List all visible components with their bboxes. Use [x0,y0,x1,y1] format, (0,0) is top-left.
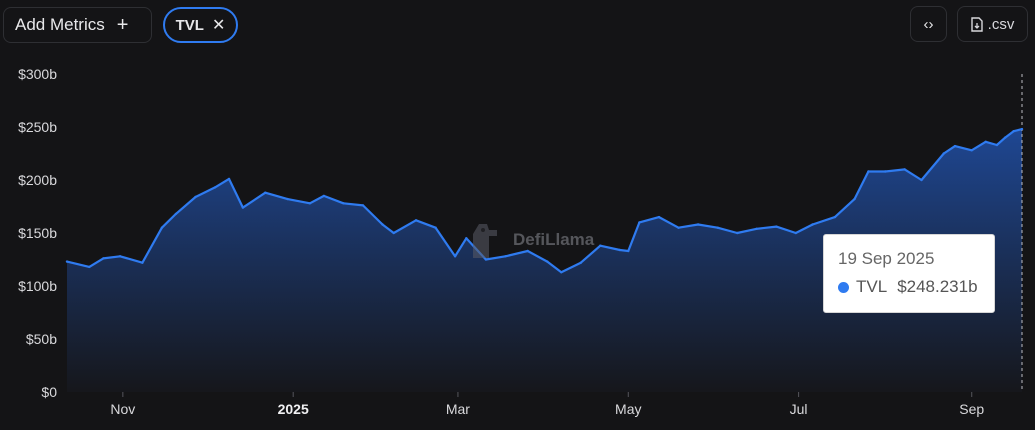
tvl-data-point [414,219,418,222]
tvl-data-point [264,191,267,194]
plus-icon: + [116,14,129,36]
series-color-dot [838,281,849,293]
tvl-data-point [736,231,739,235]
tvl-data-point [995,143,999,147]
code-icon: ‹› [923,15,934,33]
tvl-data-point [618,248,622,252]
tvl-data-point [381,223,384,226]
tvl-data-point [942,152,945,155]
x-tick-label: May [615,401,641,417]
tvl-data-point [853,197,856,201]
tvl-data-point [903,168,906,171]
add-metrics-button[interactable]: Add Metrics + [3,7,152,43]
tvl-data-point [716,226,719,229]
x-tick-label: Sep [959,401,984,417]
defillama-watermark: DefiLlama [463,218,594,262]
tvl-data-point [504,255,507,258]
y-tick-label: $50b [26,331,57,347]
llama-logo-icon [473,224,497,258]
tooltip-row: TVL $248.231b [838,277,994,297]
tvl-data-point [984,140,987,143]
y-axis: $0 $50b $100b $150b $200b $250b $300b [18,66,57,400]
tvl-data-point [392,231,395,235]
x-tick-label: Jul [790,401,808,417]
tvl-data-point [526,249,529,253]
tvl-data-point [811,223,814,226]
tvl-data-point [434,226,437,229]
tvl-metric-chip[interactable]: TVL ✕ [163,7,238,43]
tvl-data-point [627,249,630,253]
tvl-data-point [194,195,197,199]
chart-tooltip: 19 Sep 2025 TVL $248.231b [823,234,995,313]
tvl-data-point [453,255,457,258]
x-axis: Nov 2025 Mar May Jul Sep [110,392,984,417]
tvl-data-point [286,197,289,201]
tvl-data-point [65,260,69,263]
csv-label: .csv [987,15,1015,33]
tvl-data-point [794,231,797,235]
tvl-data-point [579,261,582,264]
tvl-data-point [465,237,468,240]
tvl-data-point [102,257,105,260]
y-tick-label: $150b [18,225,57,241]
x-tick-label: Nov [110,401,135,417]
tvl-data-point [755,227,758,230]
tvl-data-point [867,170,870,173]
y-tick-label: $250b [18,119,57,135]
tvl-data-point [884,170,887,173]
watermark-text: DefiLlama [513,230,595,249]
x-tick-label: 2025 [278,401,309,417]
series-points [65,127,1024,274]
tvl-data-point [141,261,144,264]
add-metrics-label: Add Metrics [15,15,105,34]
tvl-data-point [833,215,837,219]
tvl-data-point [308,202,312,205]
tvl-data-point [118,255,122,258]
embed-code-button[interactable]: ‹› [910,6,947,42]
tvl-data-point [1004,136,1007,139]
y-tick-label: $300b [18,66,57,82]
chart-toolbar: Add Metrics + TVL ✕ ‹› .csv [0,0,1035,50]
tvl-data-point [920,178,923,182]
download-csv-button[interactable]: .csv [957,6,1028,42]
tooltip-date: 19 Sep 2025 [838,249,935,268]
tvl-data-point [599,244,602,247]
tvl-data-point [953,144,957,148]
tvl-data-point [88,265,91,269]
tvl-data-point [1020,127,1024,131]
tvl-data-point [227,177,231,181]
tvl-data-point [241,206,245,209]
x-tick-label: Mar [446,401,470,417]
y-tick-label: $100b [18,278,57,294]
tvl-data-point [174,212,178,216]
tooltip-series-name: TVL [856,277,888,296]
tvl-series-line [66,128,1023,274]
tvl-data-point [775,225,778,228]
y-tick-label: $200b [18,172,57,188]
tvl-data-point [638,221,641,224]
tvl-data-point [696,223,700,226]
y-tick-label: $0 [41,384,57,400]
tvl-data-point [322,194,326,198]
tvl-data-point [342,202,345,205]
close-icon[interactable]: ✕ [211,17,226,34]
tvl-data-point [970,149,973,152]
tvl-data-point [361,204,365,207]
file-download-icon [970,16,983,32]
tooltip-value: $248.231b [897,277,978,296]
tvl-data-point [546,260,549,263]
tvl-data-point [1012,130,1015,133]
tvl-data-point [677,226,680,229]
tvl-chip-label: TVL [175,16,204,34]
tvl-data-point [657,215,661,219]
tvl-data-point [213,186,217,189]
tvl-data-point [484,258,488,261]
tvl-data-point [560,271,563,274]
tvl-data-point [160,226,164,229]
